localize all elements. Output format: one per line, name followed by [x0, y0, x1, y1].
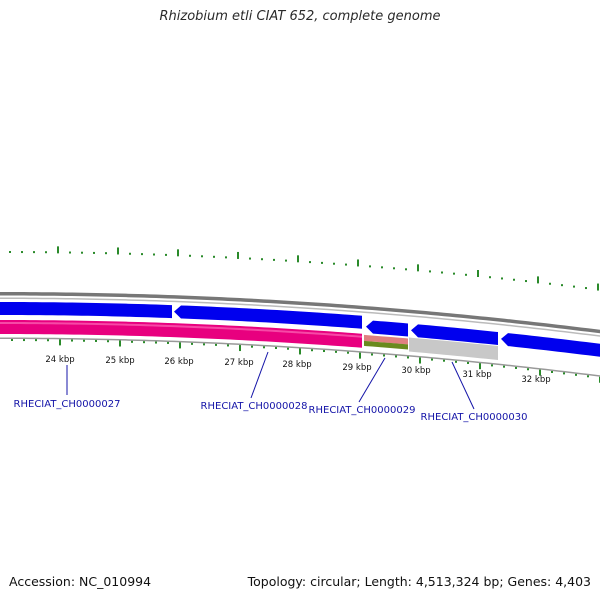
cds-feature-reverse-arrow — [174, 305, 362, 329]
cds-feature-forward — [0, 302, 172, 319]
gene-label-leader — [358, 357, 386, 403]
feature-tracks — [0, 302, 600, 361]
cds-feature-reverse-arrow — [366, 320, 408, 337]
scale-ruler: 24 kbp 25 kbp 26 kbp 27 kbp 28 kbp 29 kbp 30 k… — [11, 339, 600, 385]
scale-label: 24 kbp — [45, 355, 74, 365]
scale-label: 28 kbp — [282, 360, 311, 370]
salmon-feature-segment — [364, 334, 408, 345]
gene-label-leader — [451, 361, 475, 410]
gc-content-ticks — [9, 246, 599, 291]
scale-label: 26 kbp — [164, 357, 193, 367]
pink-feature-track — [0, 320, 362, 348]
green-feature-segment — [364, 340, 408, 350]
gene-label: RHECIAT_CH0000028 — [201, 401, 308, 412]
gene-labels: RHECIAT_CH0000027 RHECIAT_CH0000028 RHECIA… — [14, 351, 528, 423]
gene-label: RHECIAT_CH0000027 — [14, 399, 121, 410]
genome-summary-text: Topology: circular; Length: 4,513,324 bp… — [247, 574, 591, 589]
cds-feature-reverse-arrow — [501, 333, 600, 357]
cds-feature-reverse-arrow — [411, 324, 498, 346]
pink-highlight-line — [0, 322, 362, 338]
scale-label: 25 kbp — [105, 356, 134, 366]
gene-label-leader — [250, 351, 269, 399]
genome-title: Rhizobium etli CIAT 652, complete genome — [159, 9, 441, 24]
gene-label: RHECIAT_CH0000030 — [421, 412, 528, 423]
scale-label: 30 kbp — [401, 366, 430, 376]
scale-label: 29 kbp — [342, 363, 371, 373]
scale-label: 32 kbp — [521, 375, 550, 385]
gray-feature-track — [409, 337, 498, 361]
accession-text: Accession: NC_010994 — [9, 574, 152, 589]
gene-label: RHECIAT_CH0000029 — [309, 405, 416, 416]
scale-label: 27 kbp — [224, 358, 253, 368]
scale-label: 31 kbp — [462, 370, 491, 380]
